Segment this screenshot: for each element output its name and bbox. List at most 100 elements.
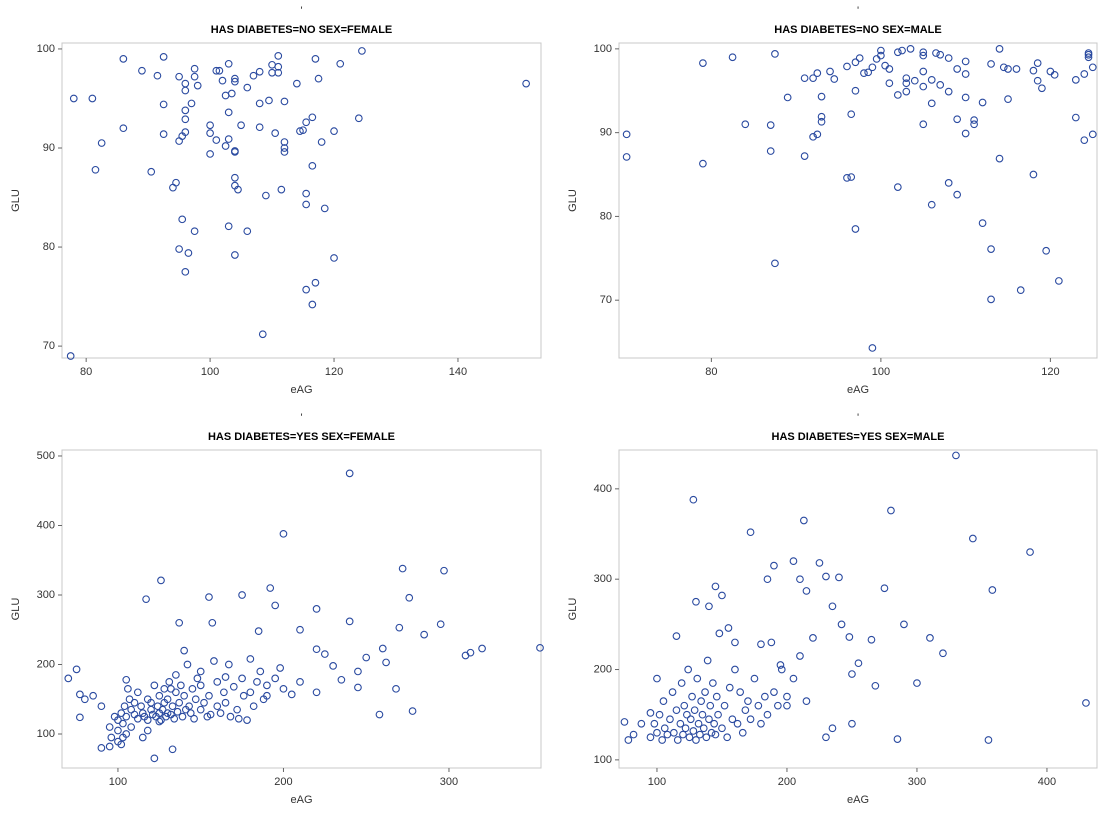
- point: [1055, 277, 1063, 285]
- point: [266, 584, 275, 592]
- point: [172, 688, 180, 697]
- point: [183, 660, 192, 669]
- point: [358, 47, 366, 55]
- point: [953, 115, 962, 124]
- point: [796, 652, 804, 660]
- point: [1029, 66, 1038, 75]
- point: [843, 174, 851, 182]
- point: [138, 66, 146, 75]
- point: [699, 159, 707, 168]
- x-axis-label: eAG: [290, 794, 312, 806]
- point: [880, 584, 889, 593]
- point: [1033, 59, 1042, 67]
- point: [210, 657, 218, 665]
- point: [302, 200, 310, 209]
- point: [851, 225, 860, 233]
- subtitle: ': [300, 412, 302, 424]
- point: [679, 730, 687, 739]
- point: [919, 48, 928, 57]
- point: [175, 245, 183, 253]
- point: [860, 69, 868, 78]
- point: [206, 129, 214, 137]
- point: [157, 716, 165, 724]
- point: [221, 91, 230, 100]
- point: [243, 716, 251, 724]
- point: [707, 728, 716, 737]
- point: [830, 75, 839, 83]
- point: [802, 587, 811, 595]
- point: [196, 667, 205, 676]
- point: [231, 77, 239, 86]
- x-tick-label: 140: [449, 366, 467, 378]
- plot-frame: [618, 449, 1098, 769]
- point: [694, 719, 703, 728]
- point: [766, 147, 775, 155]
- point: [1088, 130, 1097, 139]
- point: [311, 54, 320, 63]
- point: [229, 682, 238, 691]
- point: [168, 745, 177, 754]
- point: [887, 506, 895, 515]
- point: [173, 707, 182, 716]
- point: [280, 97, 289, 106]
- point: [196, 681, 205, 690]
- y-tick-label: 90: [600, 127, 612, 139]
- x-tick-label: 100: [109, 776, 127, 788]
- point: [280, 148, 289, 156]
- point: [684, 665, 693, 674]
- point: [953, 65, 962, 73]
- point: [299, 126, 307, 135]
- point: [398, 564, 407, 573]
- point: [663, 730, 672, 739]
- point: [119, 54, 128, 63]
- point: [845, 633, 854, 641]
- point: [681, 724, 690, 733]
- point: [970, 120, 978, 129]
- point: [868, 344, 877, 352]
- point: [885, 65, 894, 73]
- point: [697, 697, 706, 705]
- point: [155, 717, 164, 726]
- point: [253, 678, 261, 686]
- point: [258, 330, 267, 339]
- point: [893, 91, 902, 99]
- point: [392, 684, 400, 693]
- point: [246, 655, 255, 663]
- point: [724, 624, 733, 632]
- point: [900, 620, 908, 629]
- point: [172, 178, 180, 187]
- point: [776, 661, 785, 669]
- point: [190, 227, 199, 236]
- point: [658, 736, 667, 744]
- point: [789, 557, 798, 565]
- point: [932, 49, 940, 57]
- point: [1042, 246, 1050, 255]
- point: [408, 707, 417, 715]
- point: [1038, 84, 1046, 93]
- point: [205, 691, 213, 700]
- point: [817, 112, 826, 121]
- point: [311, 278, 320, 287]
- point: [170, 714, 179, 723]
- point: [770, 561, 778, 570]
- point: [702, 733, 711, 742]
- point: [375, 710, 384, 719]
- point: [705, 602, 713, 611]
- point: [893, 735, 902, 743]
- point: [276, 664, 284, 672]
- point: [308, 161, 317, 170]
- point: [771, 259, 779, 268]
- point: [159, 53, 168, 61]
- point: [783, 701, 791, 710]
- point: [271, 129, 280, 137]
- x-tick-label: 300: [908, 776, 926, 788]
- point: [1033, 76, 1042, 85]
- point: [999, 63, 1008, 72]
- point: [255, 123, 264, 132]
- point: [653, 674, 661, 683]
- point: [76, 713, 84, 722]
- point: [766, 121, 775, 129]
- point: [1071, 76, 1080, 84]
- point: [160, 684, 169, 693]
- point: [828, 724, 837, 733]
